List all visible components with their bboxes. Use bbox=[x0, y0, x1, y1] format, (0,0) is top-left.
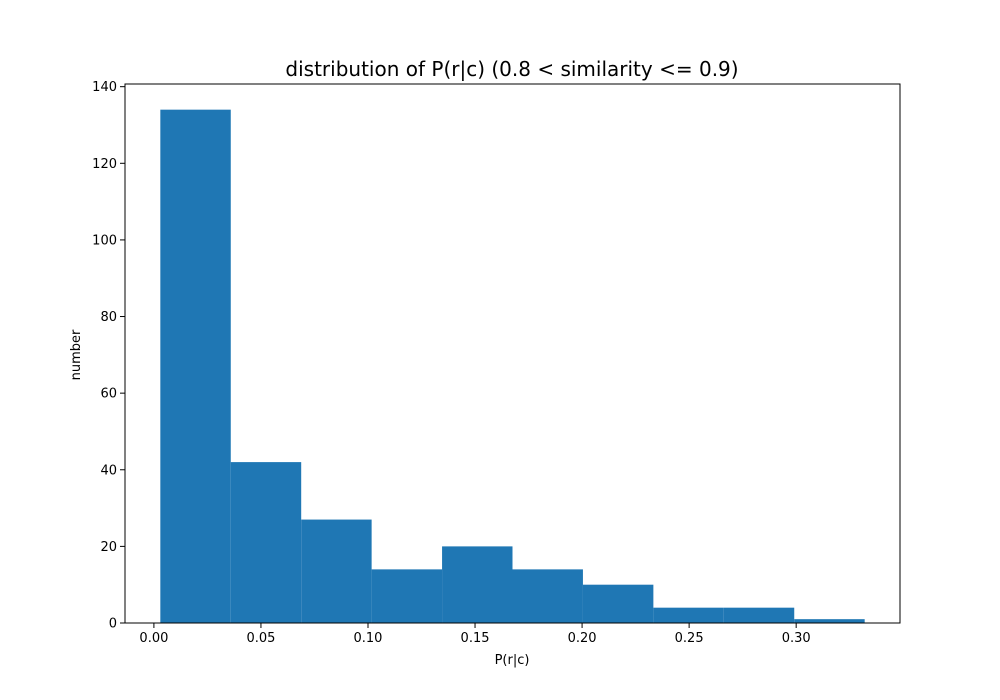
histogram-bar bbox=[160, 109, 231, 623]
y-axis-ticks: 0 20 40 60 80 100 120 140 bbox=[92, 80, 125, 632]
histogram-bar bbox=[230, 462, 302, 623]
x-tick-label: 0.10 bbox=[354, 631, 383, 646]
y-tick-label: 20 bbox=[100, 540, 117, 555]
x-tick-label: 0.30 bbox=[782, 631, 811, 646]
y-tick-label: 120 bbox=[92, 157, 117, 172]
x-tick-label: 0.00 bbox=[139, 631, 168, 646]
histogram-bar bbox=[301, 519, 372, 623]
bars-group bbox=[160, 109, 865, 623]
x-tick-label: 0.05 bbox=[246, 631, 275, 646]
x-tick-label: 0.15 bbox=[461, 631, 490, 646]
y-tick-label: 40 bbox=[100, 463, 117, 478]
chart-title: distribution of P(r|c) (0.8 < similarity… bbox=[285, 57, 738, 81]
plot-frame bbox=[124, 83, 901, 624]
histogram-bar bbox=[442, 546, 513, 623]
y-tick-label: 140 bbox=[92, 80, 117, 95]
y-tick-label: 80 bbox=[100, 310, 117, 325]
x-tick-label: 0.20 bbox=[568, 631, 597, 646]
histogram-bar bbox=[794, 619, 865, 623]
y-tick-label: 60 bbox=[100, 387, 117, 402]
x-axis-ticks: 0.00 0.05 0.10 0.15 0.20 0.25 0.30 bbox=[139, 623, 811, 646]
y-tick-label: 100 bbox=[92, 233, 117, 248]
x-axis-label: P(r|c) bbox=[495, 653, 530, 668]
y-tick-label: 0 bbox=[109, 617, 117, 632]
histogram-bar bbox=[371, 569, 443, 623]
x-tick-label: 0.25 bbox=[675, 631, 704, 646]
histogram-bar bbox=[582, 584, 654, 623]
histogram-bar bbox=[653, 607, 724, 623]
histogram-bar bbox=[723, 607, 795, 623]
histogram-bar bbox=[512, 569, 583, 623]
y-axis-label: number bbox=[69, 329, 84, 380]
